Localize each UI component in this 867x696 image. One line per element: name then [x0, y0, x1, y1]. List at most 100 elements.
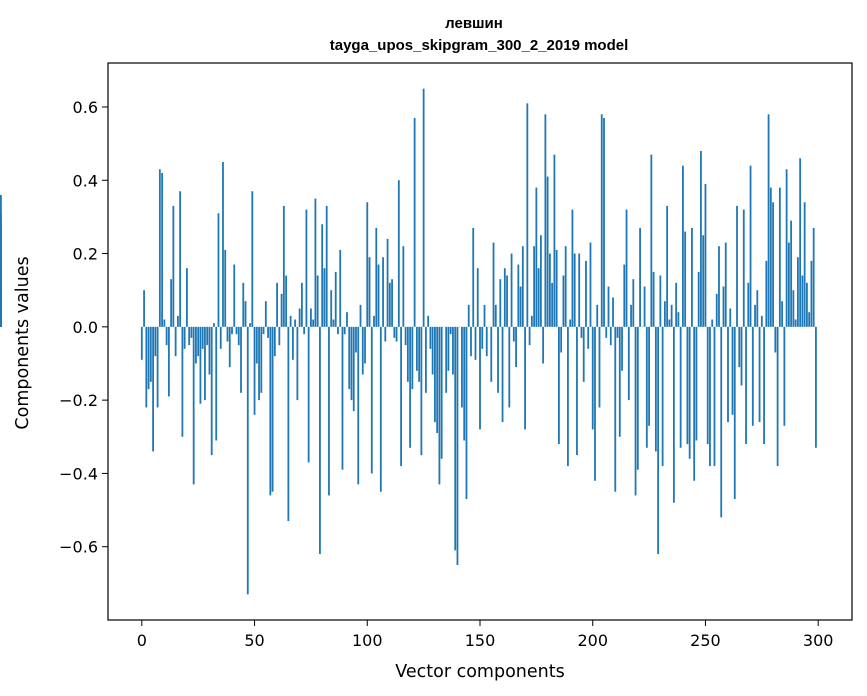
bar	[774, 326, 777, 353]
x-tick-label: 250	[690, 631, 721, 650]
bar	[494, 304, 497, 327]
bar	[492, 242, 495, 327]
bar	[278, 326, 281, 346]
bar	[303, 326, 306, 335]
bar	[312, 319, 315, 327]
bar	[693, 326, 696, 481]
bar	[727, 326, 729, 423]
bar	[357, 326, 360, 485]
bar	[456, 326, 459, 566]
bar	[668, 319, 671, 327]
bar	[231, 326, 233, 335]
bar	[783, 326, 786, 426]
bar	[402, 246, 405, 327]
bar	[751, 326, 754, 426]
bar	[350, 326, 353, 401]
bar	[736, 205, 738, 327]
x-tick-label: 50	[244, 631, 264, 650]
bar	[596, 304, 599, 327]
bar	[623, 264, 626, 327]
bar	[341, 326, 344, 470]
bar	[186, 268, 188, 327]
x-tick-label: 150	[465, 631, 496, 650]
bar	[190, 326, 193, 338]
bar	[422, 88, 425, 327]
bar	[163, 319, 166, 327]
bar	[208, 326, 211, 375]
x-tick-label: 100	[352, 631, 383, 650]
bar	[594, 326, 596, 481]
bar	[697, 271, 700, 327]
bar	[427, 315, 430, 327]
bar	[319, 326, 321, 555]
bar	[305, 209, 308, 327]
bar	[501, 326, 504, 423]
bar	[339, 249, 342, 327]
bar	[465, 326, 468, 500]
bar	[143, 290, 145, 327]
bar	[589, 242, 592, 327]
bar	[172, 205, 175, 327]
bar	[663, 301, 666, 327]
bar	[210, 326, 213, 456]
bar	[485, 326, 488, 357]
bar	[627, 326, 630, 401]
bar	[436, 326, 439, 434]
bar	[206, 326, 209, 346]
bar	[438, 326, 441, 485]
bar	[447, 326, 450, 371]
bar	[542, 326, 545, 364]
bar	[325, 205, 328, 327]
bar	[170, 279, 173, 327]
bar	[235, 326, 238, 335]
bar	[258, 326, 260, 401]
bar	[754, 304, 756, 327]
bar	[467, 304, 470, 327]
bar	[569, 319, 572, 327]
bar	[343, 326, 346, 335]
bar	[787, 242, 790, 327]
bar	[544, 114, 547, 327]
bar	[152, 326, 154, 452]
bar	[776, 326, 779, 467]
x-axis-ticks: 0 50 100 150 200 250 300	[137, 620, 833, 650]
chart-subtitle: tayga_upos_skipgram_300_2_2019 model	[330, 37, 629, 54]
bar	[634, 326, 637, 496]
bar	[199, 326, 202, 404]
bar	[188, 326, 191, 346]
x-tick-label: 0	[137, 631, 147, 650]
bar	[291, 326, 294, 360]
y-axis-label: Components values	[13, 256, 33, 429]
bar	[497, 326, 499, 393]
bar	[197, 326, 200, 357]
bar	[337, 326, 339, 335]
bar	[812, 227, 815, 327]
bar	[219, 326, 222, 349]
bar	[682, 165, 684, 327]
bar	[790, 220, 793, 327]
bar	[609, 326, 612, 346]
bar	[553, 154, 556, 327]
bar	[296, 326, 299, 401]
bar	[280, 293, 283, 327]
bar	[483, 304, 486, 327]
bar	[792, 290, 795, 327]
bar	[571, 209, 574, 327]
bar	[271, 326, 274, 492]
bar	[810, 260, 813, 327]
bar	[373, 315, 375, 327]
bar	[204, 326, 206, 401]
bar	[228, 326, 231, 368]
bar	[276, 282, 278, 327]
bar	[346, 312, 348, 327]
bar	[481, 326, 484, 349]
bar	[533, 246, 536, 327]
bar	[654, 326, 657, 452]
bar	[722, 286, 725, 327]
bar	[161, 172, 164, 327]
bar	[612, 297, 614, 327]
bar	[537, 268, 540, 327]
bar	[555, 249, 558, 327]
bar	[740, 326, 743, 386]
bar	[645, 326, 648, 448]
